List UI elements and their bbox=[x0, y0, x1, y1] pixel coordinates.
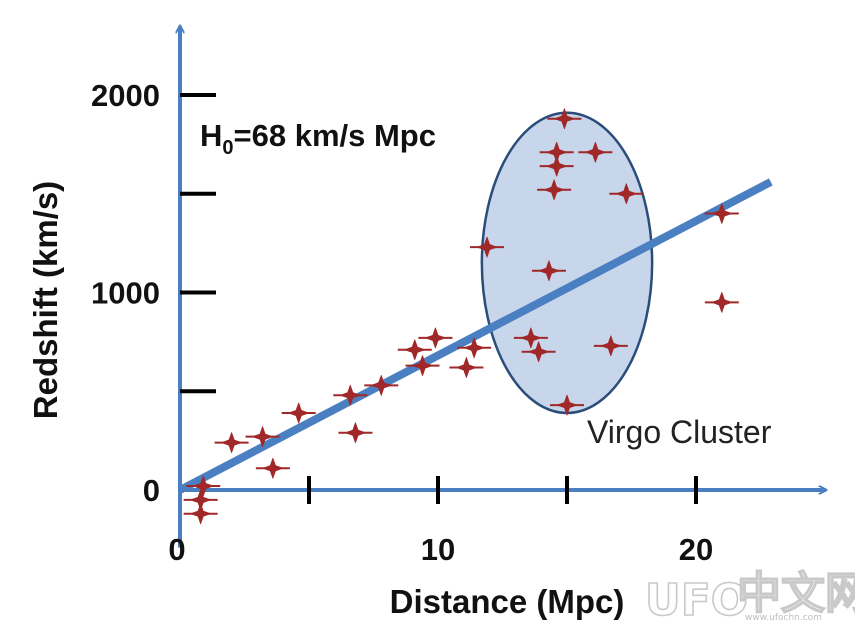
y-tick-label: 1000 bbox=[91, 276, 160, 311]
h0-value: =68 km/s Mpc bbox=[234, 118, 436, 153]
data-point bbox=[537, 179, 572, 201]
data-point bbox=[470, 236, 505, 258]
data-point bbox=[281, 402, 316, 424]
data-point bbox=[704, 291, 739, 313]
data-point bbox=[364, 374, 399, 396]
hubble-constant-label: H0=68 km/s Mpc bbox=[200, 118, 436, 159]
watermark-brand: UFO bbox=[645, 575, 748, 626]
y-tick-label: 2000 bbox=[91, 78, 160, 113]
data-point bbox=[418, 327, 453, 349]
data-point bbox=[457, 337, 492, 359]
y-tick-label: 0 bbox=[143, 473, 160, 508]
data-point bbox=[539, 155, 574, 177]
data-point bbox=[593, 335, 628, 357]
data-point bbox=[255, 457, 290, 479]
data-point bbox=[245, 426, 280, 448]
data-point bbox=[449, 357, 484, 378]
x-axis-title: Distance (Mpc) bbox=[390, 583, 625, 620]
data-point bbox=[521, 341, 556, 363]
virgo-cluster-ellipse bbox=[480, 111, 654, 415]
data-point bbox=[405, 355, 440, 376]
data-point bbox=[183, 503, 218, 525]
x-tick-label: 10 bbox=[421, 532, 455, 567]
data-point bbox=[531, 260, 566, 282]
data-point bbox=[397, 339, 432, 361]
data-point bbox=[513, 327, 548, 349]
y-axis-title: Redshift (km/s) bbox=[27, 181, 64, 419]
h0-symbol: H bbox=[200, 118, 222, 153]
data-point bbox=[338, 422, 373, 444]
data-point bbox=[609, 183, 644, 205]
x-tick-label: 20 bbox=[679, 532, 713, 567]
axis-tick-labels: 0 10 20 0 1000 2000 bbox=[91, 78, 713, 567]
data-point bbox=[704, 203, 739, 224]
data-point bbox=[550, 394, 584, 416]
data-point bbox=[578, 141, 613, 163]
watermark-cn: 中文网 bbox=[737, 568, 855, 619]
data-point bbox=[539, 141, 574, 163]
virgo-cluster-label: Virgo Cluster bbox=[587, 414, 772, 450]
hubble-fit-line bbox=[178, 178, 773, 494]
data-points bbox=[183, 108, 739, 525]
data-point bbox=[186, 475, 221, 497]
watermark-site: www.ufochn.com bbox=[745, 613, 822, 623]
site-watermark: UFO 中文网 www.ufochn.com bbox=[644, 567, 855, 627]
data-point bbox=[547, 108, 582, 130]
data-point bbox=[214, 432, 249, 453]
axis-ticks bbox=[180, 93, 698, 504]
h0-subscript: 0 bbox=[222, 137, 233, 159]
x-tick-label: 0 bbox=[168, 532, 185, 567]
data-point bbox=[333, 384, 368, 406]
